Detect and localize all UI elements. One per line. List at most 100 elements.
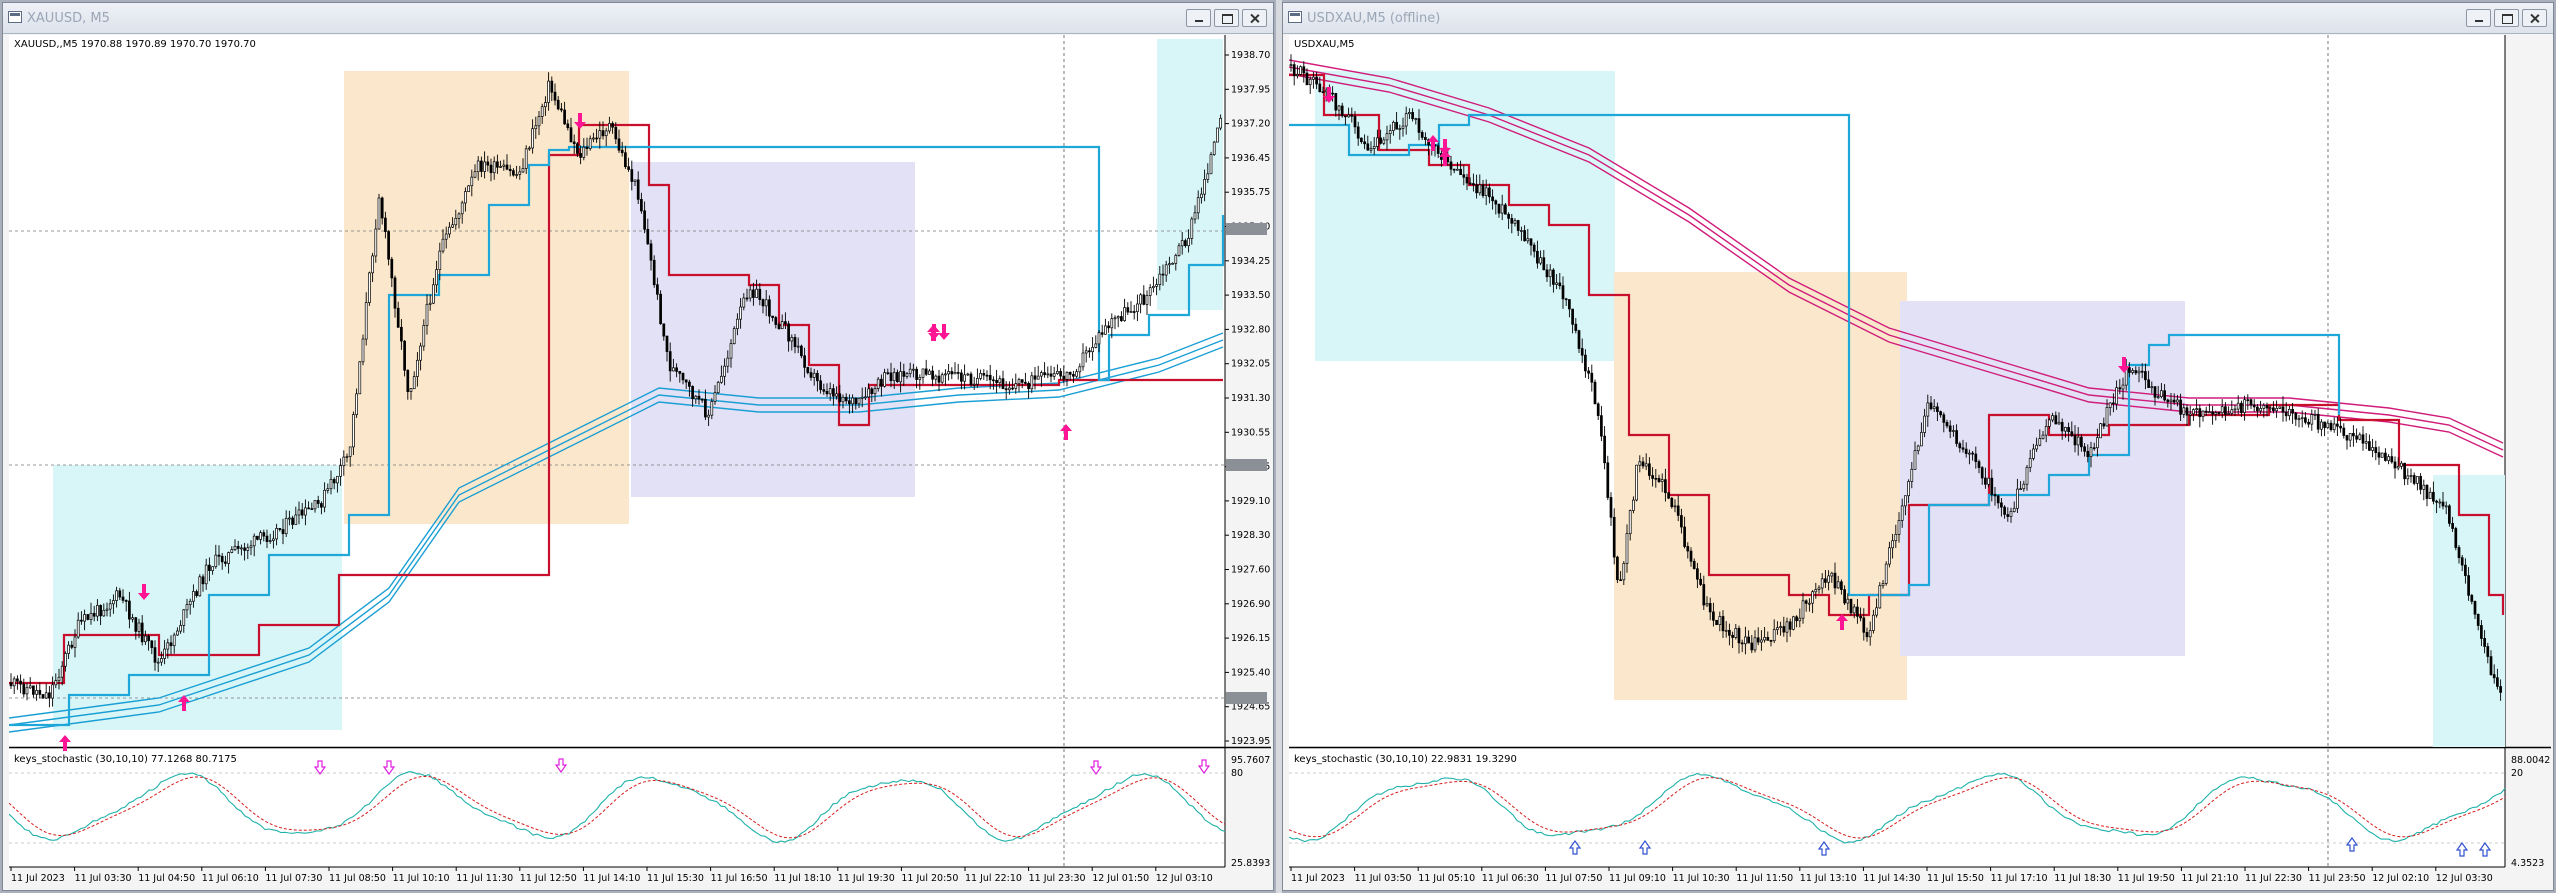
price-chart[interactable]: 1938.701937.951937.201936.451935.751935.… (9, 35, 1271, 887)
candle-body (1436, 145, 1440, 154)
candle-body (1833, 572, 1837, 589)
candle-body (2032, 448, 2035, 459)
stochastic-signal (1289, 777, 2506, 839)
candle-body (470, 176, 474, 187)
chart-window-xauusd[interactable]: XAUUSD, M5 1938.70 1937.95 1937.20 1936.45 1… (2, 2, 1274, 891)
candle-body (579, 153, 582, 158)
candle-body (1590, 372, 1594, 383)
candle-body (1184, 240, 1187, 247)
candle-body (12, 678, 16, 687)
candle-body (1312, 76, 1315, 80)
candle-body (2432, 491, 2435, 502)
candle-body (310, 508, 314, 510)
candle-body (2412, 475, 2416, 484)
candle-body (2355, 435, 2358, 440)
price-tick-label: 1927.60 (1231, 565, 1270, 576)
candle-body (915, 368, 918, 380)
candle-body (2371, 447, 2374, 451)
candle-body (451, 224, 454, 228)
candle-body (1289, 64, 1293, 66)
candle-body (1859, 615, 1862, 619)
candle-body (2195, 408, 2198, 411)
candle-body (44, 692, 48, 699)
candle-body (1763, 637, 1766, 641)
candle-body (2454, 528, 2458, 548)
candle-body (2419, 476, 2422, 490)
time-tick-label: 11 Jul 10:30 (1673, 873, 1730, 884)
candle-body (1385, 133, 1389, 141)
maximize-button[interactable] (1214, 9, 1239, 27)
minimize-button[interactable] (2466, 9, 2491, 27)
candle-body (2249, 399, 2253, 406)
candle-body (2345, 435, 2349, 441)
close-button[interactable] (2522, 9, 2547, 27)
arrow-down-icon (1197, 759, 1211, 775)
window-titlebar[interactable]: XAUUSD, M5 (3, 3, 1273, 34)
candle-body (1459, 168, 1462, 176)
candle-body (1526, 238, 1530, 242)
candle-body (1769, 640, 1773, 642)
candle-body (2179, 399, 2182, 415)
candle-body (1539, 257, 1542, 264)
candle-body (1843, 589, 1846, 604)
candle-body (236, 545, 240, 549)
candle-body (2115, 387, 2118, 405)
candle-body (537, 116, 541, 127)
candle-body (1049, 373, 1053, 377)
price-tick-label: 1932.80 (1231, 324, 1270, 335)
candle-body (1296, 74, 1299, 77)
candle-body (156, 661, 160, 664)
time-tick-label: 11 Jul 13:10 (1800, 873, 1857, 884)
candle-body (1689, 550, 1693, 562)
candle-body (1606, 462, 1610, 498)
candle-body (505, 164, 509, 170)
osc-tick-label: 88.0042 (2511, 755, 2550, 766)
candle-body (544, 102, 547, 108)
zone-rect (2433, 475, 2505, 747)
candle-body (265, 535, 269, 542)
candle-body (240, 547, 243, 550)
candle-body (1001, 378, 1005, 390)
window-titlebar[interactable]: USDXAU,M5 (offline) (1283, 3, 2553, 34)
candle-body (2131, 370, 2134, 373)
candle-body (1302, 66, 1306, 74)
candle-body (284, 517, 288, 535)
candle-body (2444, 505, 2448, 508)
candle-body (2281, 406, 2285, 413)
candle-body (1024, 381, 1027, 384)
candle-body (1292, 64, 1296, 77)
price-tick-label: 1937.20 (1231, 119, 1270, 130)
candle-body (483, 161, 486, 172)
symbol-info: XAUUSD,,M5 1970.88 1970.89 1970.70 1970.… (14, 39, 256, 50)
candle-body (2329, 422, 2333, 430)
candle-body (1411, 112, 1414, 120)
candle-body (2387, 456, 2390, 461)
candle-body (2384, 452, 2387, 461)
candle-body (2192, 409, 2195, 415)
price-chart[interactable]: 88.0042 20 4.3523 11 Jul 2023 11 Jul 03:50 11… (1289, 35, 2551, 887)
maximize-button[interactable] (2494, 9, 2519, 27)
candle-body (1529, 238, 1533, 246)
candle-body (2051, 415, 2054, 421)
candle-body (985, 374, 989, 377)
arrow-shape (313, 760, 327, 776)
candle-body (198, 576, 202, 597)
candle-body (1932, 406, 1936, 410)
candle-body (825, 390, 829, 395)
candle-body (73, 636, 77, 648)
candle-body (1187, 238, 1190, 247)
indicator-lines (9, 123, 1225, 733)
time-tick-label: 11 Jul 12:50 (520, 873, 577, 884)
chart-window-usdxau[interactable]: USDXAU,M5 (offline) 88.0042 20 4.3523 11 Ju… (1282, 2, 2554, 891)
close-button[interactable] (1242, 9, 1267, 27)
candle-body (1680, 515, 1683, 528)
minimize-button[interactable] (1186, 9, 1211, 27)
candle-body (316, 500, 320, 504)
candle-body (243, 547, 246, 551)
candle-body (611, 123, 614, 128)
candle-body (1824, 578, 1827, 583)
candle-body (2006, 514, 2010, 517)
candle-body (2144, 371, 2147, 381)
candle-body (1347, 114, 1350, 118)
candle-body (2470, 594, 2474, 602)
